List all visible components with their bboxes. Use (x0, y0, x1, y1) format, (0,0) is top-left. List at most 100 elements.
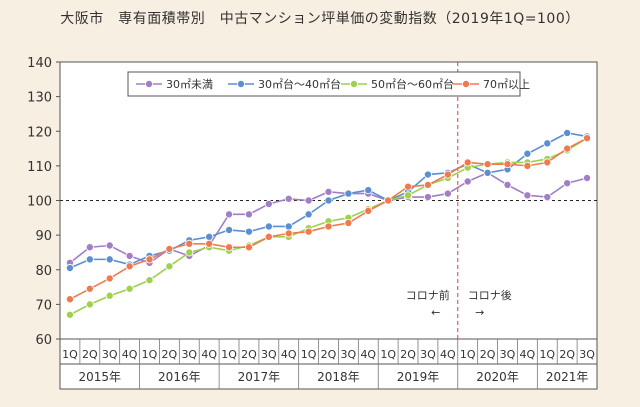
data-point (284, 229, 293, 238)
x-tick-label: 3Q (579, 348, 595, 361)
data-point (503, 180, 512, 189)
data-point (324, 187, 333, 196)
y-tick-label: 130 (27, 91, 52, 106)
data-point (404, 191, 413, 200)
data-point (583, 134, 592, 143)
legend-swatch-marker (349, 80, 358, 89)
chart-title: 大阪市 専有面積帯別 中古マンション坪単価の変動指数（2019年1Q=100） (60, 11, 580, 27)
data-point (304, 210, 313, 219)
data-point (384, 196, 393, 205)
data-point (65, 264, 74, 273)
y-tick-label: 140 (27, 56, 52, 71)
y-tick-label: 120 (27, 125, 52, 140)
data-point (244, 227, 253, 236)
data-point (284, 194, 293, 203)
data-point (105, 241, 114, 250)
data-point (284, 222, 293, 231)
x-tick-label: 3Q (181, 348, 197, 361)
data-point (105, 274, 114, 283)
data-point (423, 170, 432, 179)
x-tick-label: 4Q (520, 348, 536, 361)
x-tick-label: 1Q (62, 348, 78, 361)
data-point (463, 177, 472, 186)
data-point (483, 168, 492, 177)
data-point (105, 291, 114, 300)
data-point (344, 219, 353, 228)
data-point (205, 239, 214, 248)
data-point (483, 160, 492, 169)
data-point (583, 173, 592, 182)
y-tick-label: 70 (35, 298, 52, 313)
data-point (423, 180, 432, 189)
data-point (85, 255, 94, 264)
annotation-after-arrow: → (475, 306, 484, 319)
x-tick-label: 2Q (82, 348, 98, 361)
x-tick-label: 1Q (142, 348, 158, 361)
x-tick-label: 3Q (261, 348, 277, 361)
data-point (543, 139, 552, 148)
x-year-label: 2017年 (238, 370, 281, 384)
x-tick-label: 4Q (281, 348, 297, 361)
data-point (205, 232, 214, 241)
x-tick-label: 2Q (162, 348, 178, 361)
annotation-before: コロナ前 (406, 288, 450, 302)
data-point (503, 160, 512, 169)
annotation-before-arrow: ← (431, 306, 440, 319)
data-point (85, 300, 94, 309)
data-point (65, 295, 74, 304)
data-point (543, 193, 552, 202)
x-tick-label: 1Q (301, 348, 317, 361)
data-point (264, 232, 273, 241)
data-point (105, 255, 114, 264)
data-point (244, 243, 253, 252)
x-tick-label: 4Q (201, 348, 217, 361)
data-point (125, 262, 134, 271)
data-point (244, 210, 253, 219)
data-point (563, 144, 572, 153)
x-tick-label: 4Q (122, 348, 138, 361)
data-point (225, 210, 234, 219)
legend-swatch-marker (144, 80, 153, 89)
legend-label: 30㎡未満 (166, 78, 213, 91)
x-tick-label: 1Q (380, 348, 396, 361)
x-tick-label: 3Q (420, 348, 436, 361)
x-year-label: 2016年 (158, 370, 201, 384)
data-point (563, 128, 572, 137)
x-tick-label: 2Q (321, 348, 337, 361)
x-tick-label: 3Q (341, 348, 357, 361)
x-tick-label: 1Q (221, 348, 237, 361)
x-tick-label: 3Q (102, 348, 118, 361)
data-point (563, 179, 572, 188)
data-point (523, 149, 532, 158)
x-tick-label: 1Q (460, 348, 476, 361)
x-tick-label: 2Q (559, 348, 575, 361)
data-point (264, 222, 273, 231)
data-point (65, 310, 74, 319)
legend-label: 70㎡以上 (483, 78, 530, 91)
data-point (304, 196, 313, 205)
legend-label: 30㎡台～40㎡台 (258, 77, 341, 91)
x-year-label: 2018年 (317, 370, 360, 384)
data-point (145, 276, 154, 285)
x-tick-label: 2Q (400, 348, 416, 361)
data-point (324, 222, 333, 231)
data-point (85, 243, 94, 252)
x-tick-label: 4Q (360, 348, 376, 361)
data-point (264, 199, 273, 208)
data-point (443, 189, 452, 198)
data-point (543, 158, 552, 167)
data-point (185, 239, 194, 248)
data-point (125, 284, 134, 293)
x-tick-label: 1Q (539, 348, 555, 361)
data-point (145, 255, 154, 264)
data-point (404, 182, 413, 191)
x-year-label: 2015年 (79, 370, 122, 384)
data-point (225, 225, 234, 234)
y-tick-label: 110 (27, 160, 52, 175)
x-year-label: 2019年 (397, 370, 440, 384)
y-tick-label: 90 (35, 229, 52, 244)
data-point (364, 206, 373, 215)
x-year-label: 2021年 (546, 370, 589, 384)
